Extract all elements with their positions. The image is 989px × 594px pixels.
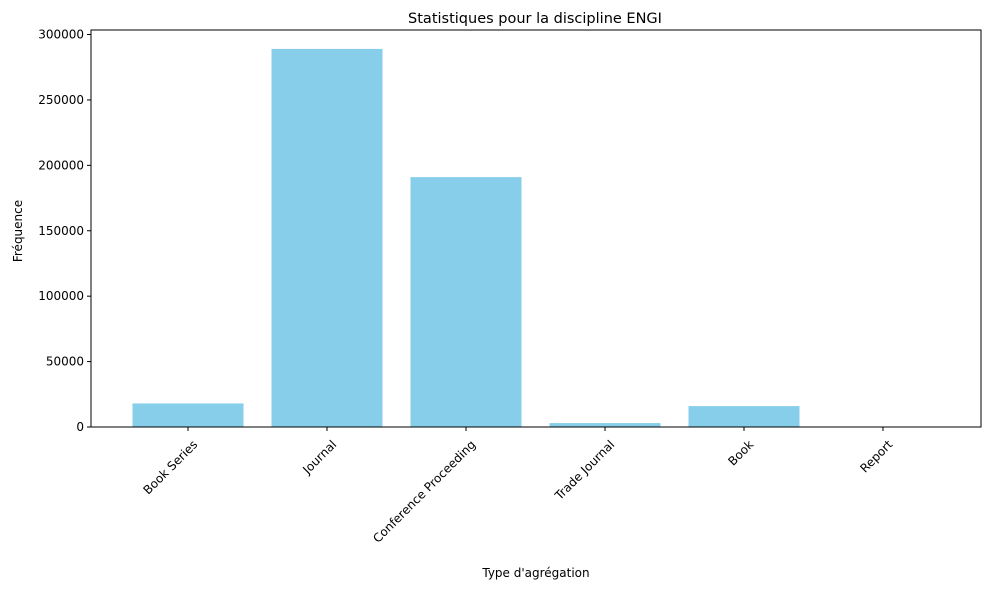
bar-book-series: [132, 403, 244, 427]
y-tick-label: 0: [76, 420, 84, 434]
x-tick-label: Journal: [299, 437, 339, 477]
chart-title: Statistiques pour la discipline ENGI: [408, 11, 662, 27]
y-tick-label: 250000: [38, 93, 84, 107]
bar-journal: [271, 48, 383, 428]
x-tick-label: Book: [725, 437, 756, 468]
x-tick-label: Trade Journal: [551, 437, 617, 503]
x-tick-label: Conference Proceeding: [370, 437, 478, 545]
y-tick-label: 300000: [38, 28, 84, 42]
y-tick-label: 150000: [38, 224, 84, 238]
y-axis-label: Fréquence: [11, 200, 25, 262]
bar-conference-proceeding: [410, 177, 522, 427]
y-tick-label: 100000: [38, 289, 84, 303]
y-axis: 0 50000 100000 150000 200000 250000 300000: [38, 28, 982, 434]
plot-frame: [90, 29, 982, 428]
y-tick-label: 50000: [46, 355, 84, 369]
bar-book: [688, 406, 800, 427]
bar-trade-journal: [549, 423, 661, 427]
bars-group: [132, 48, 800, 428]
x-axis-label: Type d'agrégation: [481, 566, 589, 580]
x-tick-label: Report: [857, 437, 895, 475]
x-tick-label: Book Series: [141, 437, 201, 497]
y-tick-label: 200000: [38, 158, 84, 172]
x-axis: Book Series Journal Conference Proceeding T…: [141, 427, 896, 546]
